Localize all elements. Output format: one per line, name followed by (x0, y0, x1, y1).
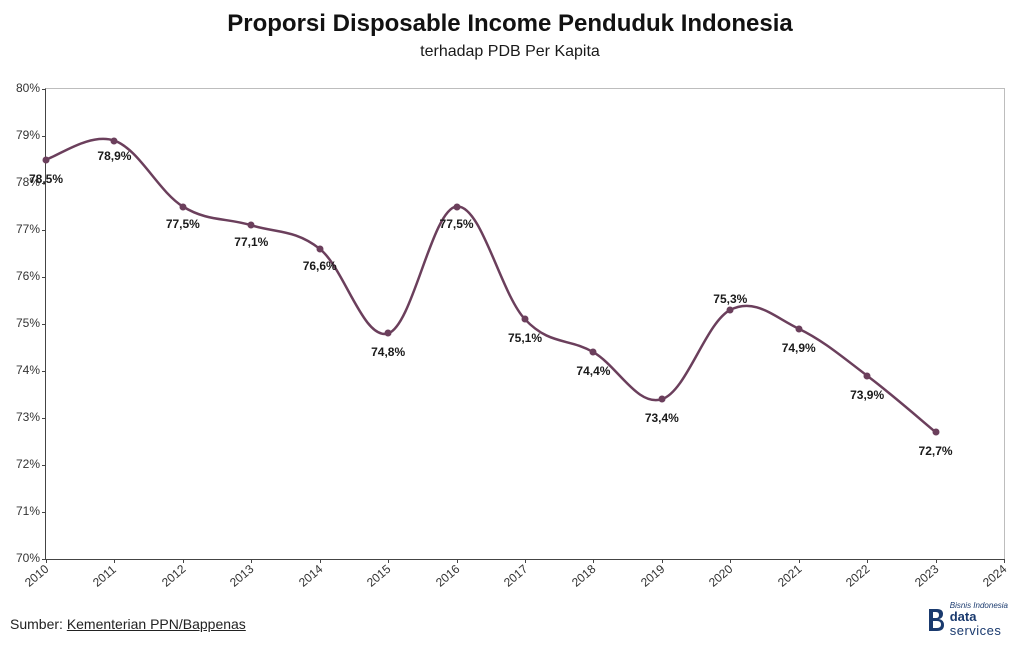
data-point (932, 429, 939, 436)
data-point (864, 372, 871, 379)
series-path (46, 139, 936, 432)
x-tick-label: 2021 (775, 562, 804, 590)
y-tick-label: 76% (16, 269, 40, 283)
x-tick-label: 2010 (22, 562, 51, 590)
data-point-label: 73,4% (645, 411, 679, 425)
y-tick-label: 74% (16, 363, 40, 377)
y-tick-label: 72% (16, 457, 40, 471)
y-tick-label: 80% (16, 81, 40, 95)
y-tick-label: 73% (16, 410, 40, 424)
chart-title: Proporsi Disposable Income Penduduk Indo… (0, 10, 1020, 38)
x-tick-label: 2016 (433, 562, 462, 590)
data-point-label: 74,8% (371, 345, 405, 359)
x-tick-label: 2017 (501, 562, 530, 590)
y-tick-label: 77% (16, 222, 40, 236)
brand-logo: Bisnis Indonesia data services (926, 602, 1008, 638)
y-tick-label: 71% (16, 504, 40, 518)
data-point-label: 74,9% (782, 341, 816, 355)
data-point (727, 306, 734, 313)
series-line (46, 89, 1006, 561)
x-tick-label: 2022 (843, 562, 872, 590)
chart-card: Proporsi Disposable Income Penduduk Indo… (0, 0, 1020, 650)
data-point-label: 75,1% (508, 331, 542, 345)
x-tick-label: 2018 (569, 562, 598, 590)
data-point-label: 77,1% (234, 235, 268, 249)
data-point-label: 78,5% (29, 172, 63, 186)
data-point (795, 325, 802, 332)
data-point (316, 245, 323, 252)
data-point-label: 77,5% (440, 217, 474, 231)
brand-text: Bisnis Indonesia data services (950, 602, 1008, 638)
y-tick-label: 75% (16, 316, 40, 330)
data-point (453, 203, 460, 210)
x-tick-label: 2024 (980, 562, 1009, 590)
data-point-label: 75,3% (713, 292, 747, 306)
data-point (179, 203, 186, 210)
x-tick-label: 2020 (706, 562, 735, 590)
data-point-label: 77,5% (166, 217, 200, 231)
data-point (385, 330, 392, 337)
data-point-label: 76,6% (303, 259, 337, 273)
data-point-label: 73,9% (850, 388, 884, 402)
data-point (43, 156, 50, 163)
data-point (590, 349, 597, 356)
source-link[interactable]: Kementerian PPN/Bappenas (67, 616, 246, 632)
source-prefix: Sumber: (10, 616, 67, 632)
y-tick-label: 70% (16, 551, 40, 565)
data-point (111, 137, 118, 144)
x-tick-label: 2023 (912, 562, 941, 590)
data-point (658, 396, 665, 403)
data-point (248, 222, 255, 229)
brand-line1: data (950, 609, 977, 624)
x-tick-label: 2013 (227, 562, 256, 590)
chart-subtitle: terhadap PDB Per Kapita (0, 43, 1020, 61)
data-point-label: 78,9% (97, 149, 131, 163)
data-point (522, 316, 529, 323)
data-point-label: 72,7% (919, 444, 953, 458)
chart-source: Sumber: Kementerian PPN/Bappenas (10, 616, 246, 632)
x-tick-label: 2012 (159, 562, 188, 590)
data-point-label: 74,4% (576, 364, 610, 378)
plot-area: 2010201120122013201420152016201720182019… (45, 88, 1005, 560)
brand-line2: services (950, 623, 1002, 638)
x-tick-label: 2014 (296, 562, 325, 590)
x-tick-label: 2015 (364, 562, 393, 590)
brand-mark-icon (926, 608, 946, 632)
y-tick-label: 79% (16, 128, 40, 142)
x-tick-label: 2011 (90, 562, 119, 589)
x-tick-label: 2019 (638, 562, 667, 590)
